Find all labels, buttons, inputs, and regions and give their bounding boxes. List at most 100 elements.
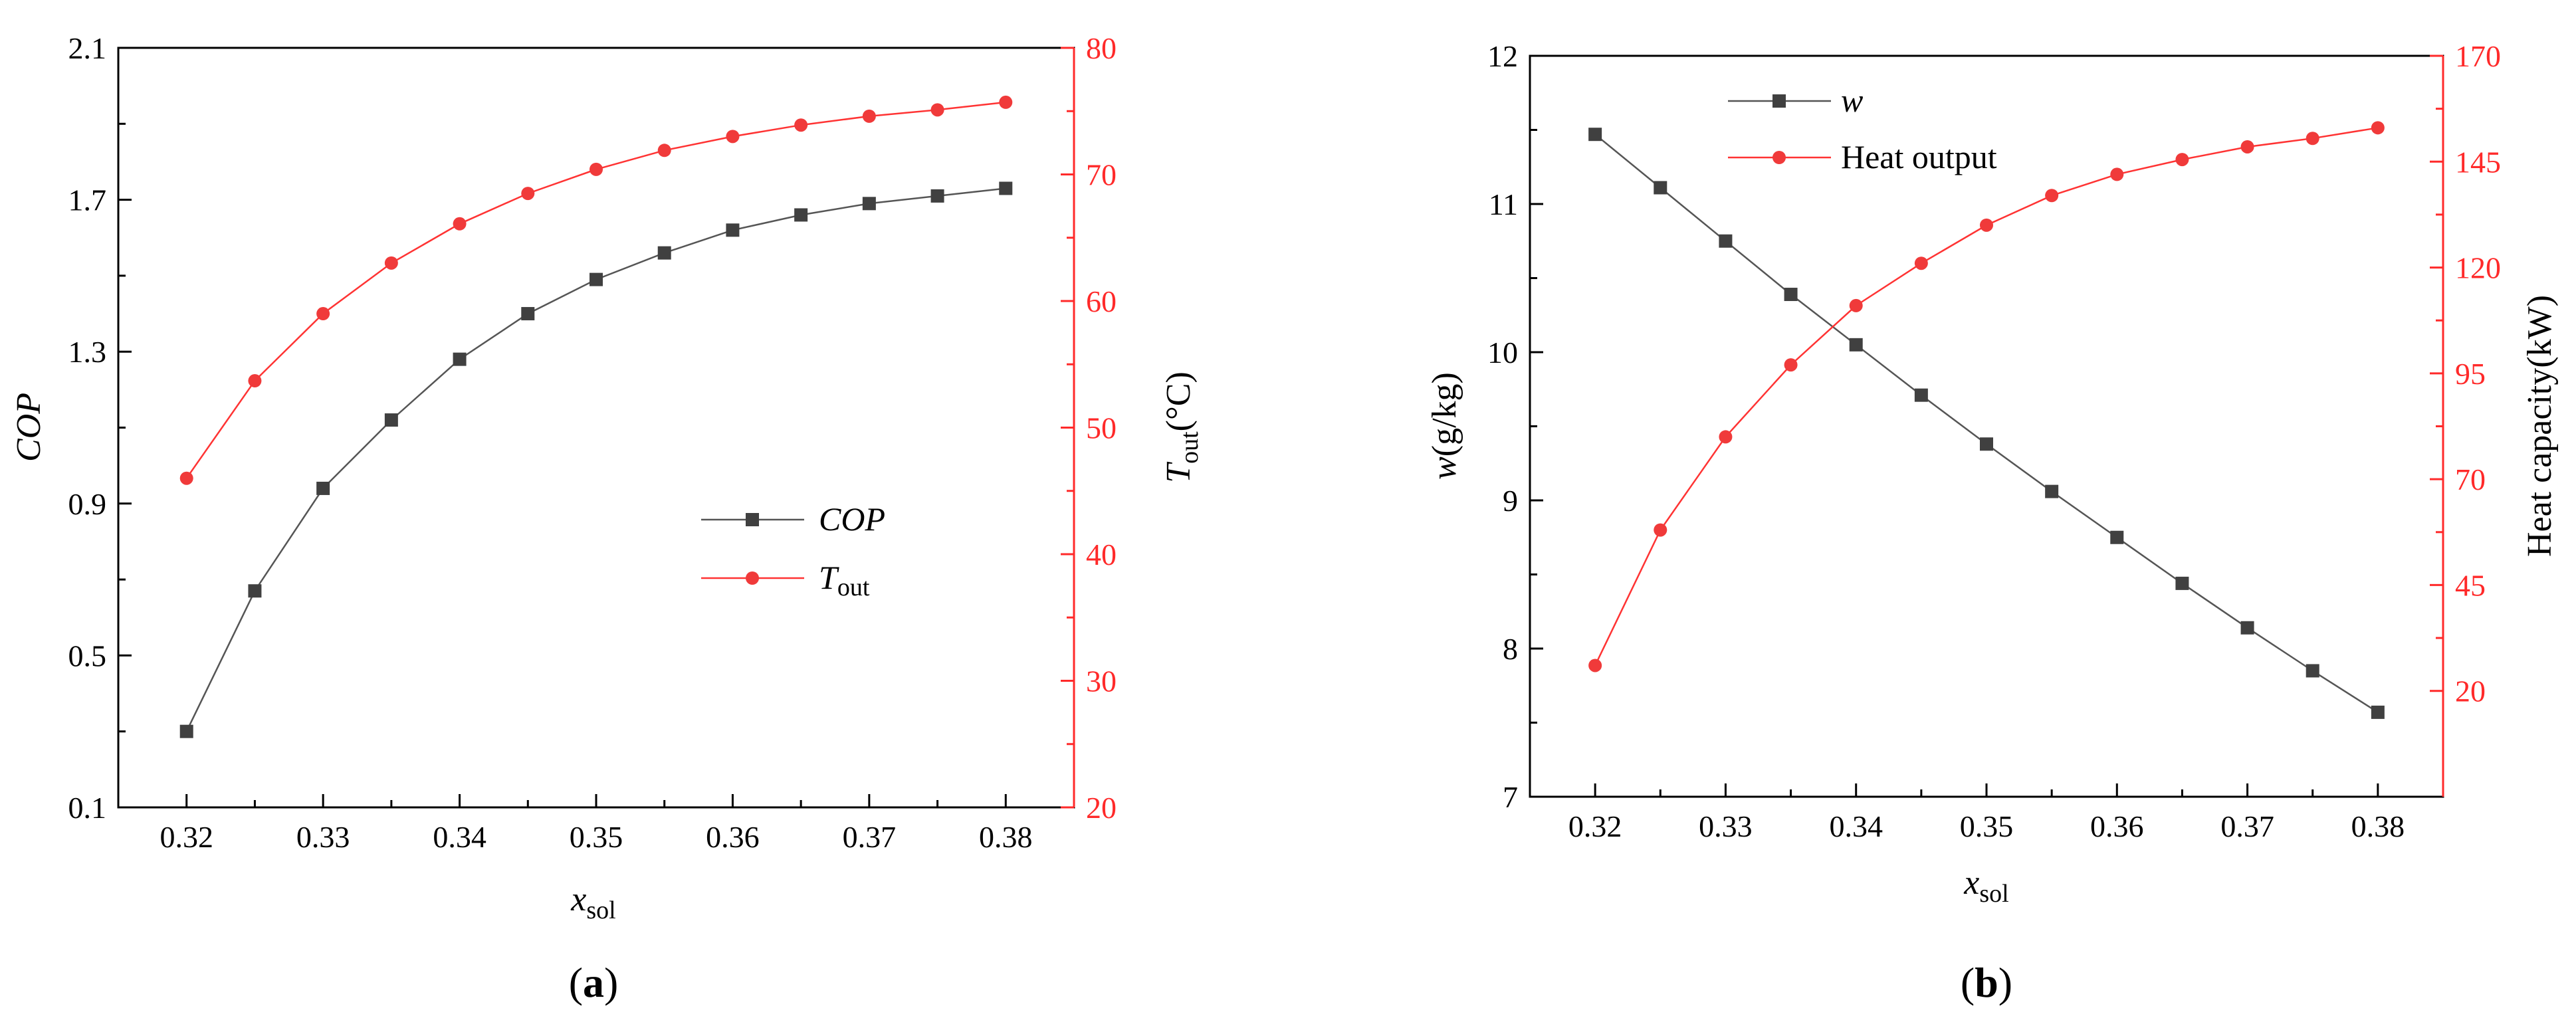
panel-a-tout-point xyxy=(316,307,330,321)
panel-b-x-label-main: x xyxy=(1963,864,1979,902)
panel-a-series-tout-line xyxy=(185,101,1006,479)
panel-b-y-right-tick-label: 20 xyxy=(2455,674,2486,708)
panel-b-x-label-sub: sol xyxy=(1979,880,2008,908)
panel-a-legend-tout-marker xyxy=(746,571,759,585)
panel-b-heat-output-point xyxy=(2240,140,2254,153)
panel-b-heat-output-point xyxy=(1784,358,1798,372)
panel-a-cop-point xyxy=(384,413,398,427)
panel-b-y-left-label-main: w xyxy=(1426,457,1463,480)
panel-b-heat-output-point xyxy=(1719,430,1733,444)
panel-b-series-heat-output-line xyxy=(1594,127,2379,666)
panel-b-legend-w-marker xyxy=(1772,94,1786,108)
panel-b-w-point xyxy=(2175,576,2189,590)
panel-a-x-tick-label: 0.33 xyxy=(296,820,350,854)
panel-b-w-point xyxy=(1654,181,1667,195)
panel-a-cop-point xyxy=(179,724,193,738)
panel-b-y-left-tick-label: 8 xyxy=(1503,632,1518,666)
panel-b-w-point xyxy=(1849,338,1863,352)
panel-a-tout-point xyxy=(453,217,467,231)
panel-a-y-left-tick-label: 1.3 xyxy=(68,335,107,369)
panel-b-y-right-tick-label: 170 xyxy=(2455,39,2501,73)
panel-b-y-left-label-suffix: (g/kg) xyxy=(1426,372,1463,457)
panel-a-y-right-label-suffix: (°C) xyxy=(1160,371,1198,431)
panel-b-w-point xyxy=(2371,705,2385,719)
panel-a-cop-point xyxy=(726,223,740,237)
panel-b-heat-output-point xyxy=(1654,523,1667,537)
panel-b-w-point xyxy=(1980,437,1993,451)
panel-b-x-tick-label: 0.35 xyxy=(1960,809,2014,843)
panel-b-x-tick-label: 0.37 xyxy=(2220,809,2274,843)
panel-a-cop-point xyxy=(248,584,262,598)
panel-b-w-point xyxy=(1914,388,1928,402)
panel-b-w-point xyxy=(2045,484,2059,498)
panel-b-heat-output-point xyxy=(2110,167,2124,181)
panel-b-heat-output-point xyxy=(1849,298,1863,312)
panel-b-w-point xyxy=(2110,530,2124,544)
panel-b-caption: (b) xyxy=(1961,959,2012,1006)
panel-b-w-point xyxy=(2240,621,2254,635)
panel-a-y-right-tick-label: 80 xyxy=(1086,31,1117,65)
panel-a-legend-tout-sub: out xyxy=(837,573,870,601)
panel-a-caption: (a) xyxy=(569,959,619,1006)
panel-a-x-tick-label: 0.34 xyxy=(433,820,486,854)
panel-a-cop-point xyxy=(794,208,808,222)
panel-a-cop-point xyxy=(590,272,603,286)
panel-b-y-left-tick-label: 10 xyxy=(1487,336,1518,369)
panel-a-tout-point xyxy=(930,103,944,117)
panel-a-tout-point xyxy=(794,118,808,132)
panel-a-y-left-tick-label: 0.9 xyxy=(68,487,107,521)
panel-a-cop-point xyxy=(453,352,467,366)
panel-b-heat-output-point xyxy=(1588,659,1602,672)
panel-b-y-left-tick-label: 9 xyxy=(1503,484,1518,518)
panel-b-legend-heat-marker xyxy=(1772,151,1786,164)
panel-b-x-label: xsol xyxy=(1963,864,2008,908)
panel-b-y-left-label: w(g/kg) xyxy=(1426,372,1463,480)
panel-b-y-right-tick-label: 120 xyxy=(2455,251,2501,285)
panel-b-w-point xyxy=(2306,664,2319,678)
panel-a-y-right-tick-label: 60 xyxy=(1086,284,1117,318)
panel-a-y-left-tick-label: 1.7 xyxy=(68,183,107,217)
panel-a-tout-point xyxy=(248,374,262,388)
panel-a-legend-tout-label: Tout xyxy=(819,559,870,601)
panel-a-y-left-tick-label: 0.5 xyxy=(68,639,107,672)
panel-b-y-right-tick-label: 95 xyxy=(2455,357,2486,391)
panel-a-y-left-tick-label: 2.1 xyxy=(68,31,107,65)
panel-a-x-label-sub: sol xyxy=(586,896,615,924)
panel-b-y-right-label: Heat capacity(kW) xyxy=(2521,295,2559,557)
panel-b-y-right-tick-label: 45 xyxy=(2455,568,2486,602)
panel-a-legend-tout-main: T xyxy=(819,559,839,596)
panel-a-cop-point xyxy=(930,189,944,203)
panel-a-chart: 0.32 0.33 0.34 0.35 0.36 0.37 0.38 0.1 0.5 0.9 1.3… xyxy=(10,31,1204,1006)
panel-a-y-right-tick-label: 40 xyxy=(1086,538,1117,571)
panel-a-tout-point xyxy=(862,109,876,123)
panel-a-x-tick-label: 0.36 xyxy=(706,820,760,854)
panel-b-legend: w Heat output xyxy=(1728,82,1997,175)
panel-b-chart: 0.32 0.33 0.34 0.35 0.36 0.37 0.38 7 8 9 10 11 12 20 4… xyxy=(1426,39,2559,1006)
panel-b-y-left-tick-label: 11 xyxy=(1489,187,1518,221)
panel-a-plot-frame xyxy=(117,47,1075,809)
panel-b-heat-output-point xyxy=(2045,189,2059,203)
panel-b-legend-heat-label: Heat output xyxy=(1841,138,1997,175)
panel-a-caption-letter: a xyxy=(583,959,604,1006)
panel-a-cop-point xyxy=(657,246,671,260)
panel-b-legend-w-label: w xyxy=(1841,82,1863,119)
panel-a-legend-cop-label: COP xyxy=(819,500,885,538)
panel-a-tout-point xyxy=(179,471,193,485)
panel-a-tout-point xyxy=(999,95,1013,109)
panel-b-caption-letter: b xyxy=(1975,959,1998,1006)
panel-b-heat-output-point xyxy=(2175,153,2189,167)
panel-a-y-right-tick-label: 50 xyxy=(1086,411,1117,445)
panel-b-x-tick-label: 0.34 xyxy=(1829,809,1883,843)
panel-a-legend: COP Tout xyxy=(701,500,885,601)
panel-b-x-tick-label: 0.38 xyxy=(2351,809,2405,843)
panel-b-x-tick-label: 0.33 xyxy=(1699,809,1753,843)
panel-a-cop-point xyxy=(316,481,330,495)
panel-a-x-tick-label: 0.32 xyxy=(160,820,213,854)
panel-b-w-point xyxy=(1719,234,1733,248)
panel-a-tout-point xyxy=(590,162,603,176)
panel-a-y-right-tick-label: 20 xyxy=(1086,791,1117,825)
panel-b-y-left-tick-label: 12 xyxy=(1487,39,1518,73)
panel-a-y-right-label-main: T xyxy=(1160,462,1198,483)
panel-a-tout-point xyxy=(384,256,398,270)
panel-a-y-left-tick-label: 0.1 xyxy=(68,791,107,825)
